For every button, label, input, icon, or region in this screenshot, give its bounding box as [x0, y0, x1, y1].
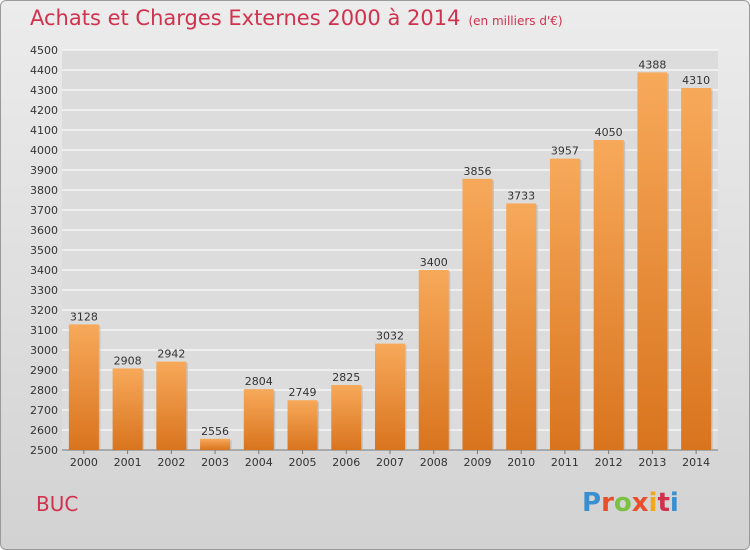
x-tick-label: 2006	[332, 456, 360, 469]
y-tick-label: 2600	[30, 424, 58, 437]
x-tick-label: 2005	[289, 456, 317, 469]
y-tick-label: 3000	[30, 344, 58, 357]
y-tick-label: 4500	[30, 44, 58, 57]
bar-value-label: 2749	[289, 386, 317, 399]
chart-title: Achats et Charges Externes 2000 à 2014 (e…	[30, 6, 563, 30]
bar	[418, 270, 449, 450]
y-tick-label: 3600	[30, 224, 58, 237]
x-tick-label: 2012	[595, 456, 623, 469]
x-tick-label: 2004	[245, 456, 273, 469]
logo-letter: i	[669, 488, 679, 518]
proxiti-logo: Proxiti	[582, 488, 679, 518]
bar-value-label: 2942	[157, 348, 185, 361]
bar-value-label: 4050	[595, 126, 623, 139]
y-tick-label: 3100	[30, 324, 58, 337]
y-tick-label: 4200	[30, 104, 58, 117]
bar-value-label: 2804	[245, 375, 273, 388]
x-tick-label: 2011	[551, 456, 579, 469]
x-tick-label: 2013	[638, 456, 666, 469]
logo-letter: t	[657, 488, 670, 518]
y-tick-label: 3700	[30, 204, 58, 217]
logo-letter: x	[631, 488, 649, 518]
bar	[462, 178, 493, 451]
bar	[68, 324, 99, 450]
x-tick-label: 2008	[420, 456, 448, 469]
bar-value-label: 2908	[114, 354, 142, 367]
y-tick-label: 4400	[30, 64, 58, 77]
bar	[637, 72, 668, 451]
y-tick-label: 3500	[30, 244, 58, 257]
bar	[506, 203, 537, 450]
y-tick-label: 3400	[30, 264, 58, 277]
bar-value-label: 4388	[638, 58, 666, 71]
x-tick-label: 2003	[201, 456, 229, 469]
bar	[549, 158, 580, 450]
bar	[375, 343, 405, 450]
y-tick-label: 4100	[30, 124, 58, 137]
logo-letter: o	[613, 488, 632, 518]
x-tick-label: 2014	[682, 456, 710, 469]
y-tick-label: 2800	[30, 384, 58, 397]
x-tick-label: 2001	[114, 456, 142, 469]
y-tick-label: 4000	[30, 144, 58, 157]
title-text: Achats et Charges Externes 2000 à 2014	[30, 6, 461, 30]
bar	[593, 140, 624, 450]
bar	[112, 368, 143, 450]
bar-value-label: 3957	[551, 145, 579, 158]
x-tick-label: 2010	[507, 456, 535, 469]
bar	[200, 438, 231, 450]
y-tick-label: 4300	[30, 84, 58, 97]
bar-value-label: 2556	[201, 425, 229, 438]
bar	[156, 361, 187, 450]
y-tick-label: 2500	[30, 444, 58, 457]
y-tick-label: 3200	[30, 304, 58, 317]
bar-value-label: 4310	[682, 74, 710, 87]
y-tick-label: 3900	[30, 164, 58, 177]
bar	[287, 400, 318, 450]
y-tick-label: 2900	[30, 364, 58, 377]
bar-value-label: 2825	[332, 371, 360, 384]
x-tick-label: 2000	[70, 456, 98, 469]
bar-value-label: 3400	[420, 256, 448, 269]
bar	[681, 88, 712, 450]
bar	[243, 389, 274, 450]
x-tick-label: 2009	[463, 456, 491, 469]
place-name: BUC	[36, 492, 79, 516]
unit-label: (en milliers d'€)	[468, 14, 563, 28]
y-tick-label: 3800	[30, 184, 58, 197]
bar-value-label: 3128	[70, 310, 98, 323]
bar-value-label: 3032	[376, 330, 404, 343]
logo-letter: i	[648, 488, 658, 518]
x-tick-label: 2007	[376, 456, 404, 469]
y-tick-label: 3300	[30, 284, 58, 297]
logo-letter: P	[582, 488, 602, 518]
bar	[331, 385, 362, 450]
logo-letter: r	[601, 488, 614, 518]
x-tick-label: 2002	[157, 456, 185, 469]
bar-value-label: 3733	[507, 189, 535, 202]
y-tick-label: 2700	[30, 404, 58, 417]
bar-value-label: 3856	[463, 165, 491, 178]
